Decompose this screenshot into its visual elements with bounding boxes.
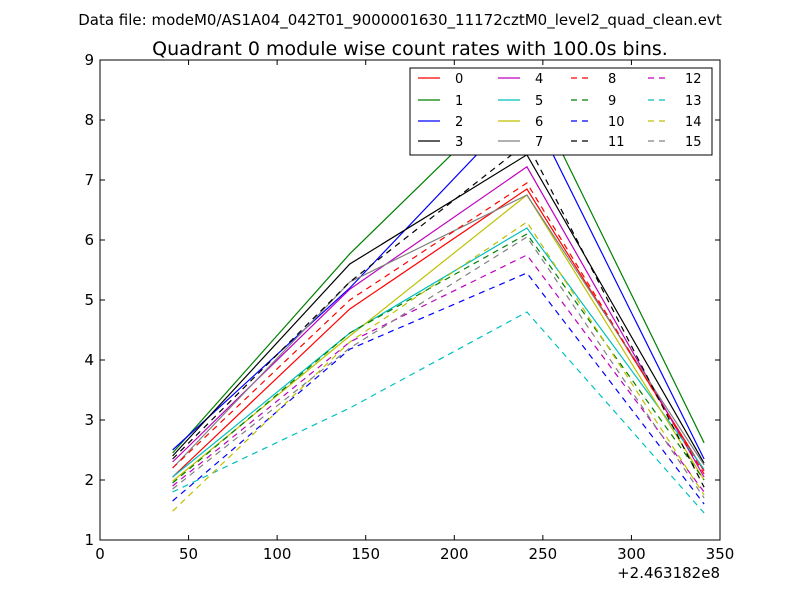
series-line-7	[172, 194, 705, 469]
legend-label-1: 1	[455, 94, 463, 109]
legend-label-0: 0	[455, 72, 463, 87]
legend-label-8: 8	[608, 72, 616, 87]
legend-label-11: 11	[608, 135, 625, 150]
legend-label-13: 13	[685, 94, 702, 109]
series-layer	[172, 79, 705, 514]
series-line-14	[172, 221, 705, 512]
legend-label-14: 14	[685, 115, 702, 130]
x-tick-label: 350	[706, 545, 735, 563]
series-line-15	[172, 236, 705, 499]
legend-label-4: 4	[535, 72, 543, 87]
series-line-5	[172, 227, 705, 478]
legend-label-15: 15	[685, 135, 702, 150]
series-line-3	[172, 153, 705, 464]
legend-label-9: 9	[608, 94, 616, 109]
legend-label-2: 2	[455, 115, 463, 130]
x-tick-label: 150	[351, 545, 380, 563]
x-tick-label: 300	[617, 545, 646, 563]
x-offset-label: +2.463182e8	[617, 564, 720, 582]
y-tick-label: 1	[84, 531, 94, 549]
y-tick-label: 5	[84, 291, 94, 309]
legend-label-7: 7	[535, 135, 543, 150]
y-tick-label: 8	[84, 111, 94, 129]
y-tick-label: 4	[84, 351, 94, 369]
series-line-2	[172, 100, 705, 460]
series-line-11	[172, 141, 705, 488]
legend-label-6: 6	[535, 115, 543, 130]
x-tick-label: 50	[179, 545, 198, 563]
y-tick-label: 9	[84, 51, 94, 69]
suptitle: Data file: modeM0/AS1A04_042T01_90000016…	[78, 11, 722, 30]
x-tick-label: 100	[263, 545, 292, 563]
chart-title: Quadrant 0 module wise count rates with …	[152, 38, 668, 60]
legend-label-12: 12	[685, 72, 702, 87]
series-line-1	[172, 79, 705, 454]
series-line-13	[172, 311, 705, 514]
x-tick-label: 0	[95, 545, 105, 563]
legend-label-10: 10	[608, 115, 625, 130]
x-tick-label: 250	[529, 545, 558, 563]
y-tick-label: 7	[84, 171, 94, 189]
series-line-12	[172, 254, 705, 493]
y-tick-label: 3	[84, 411, 94, 429]
legend-label-5: 5	[535, 94, 543, 109]
series-line-9	[172, 233, 705, 484]
legend-label-3: 3	[455, 135, 463, 150]
x-tick-label: 200	[440, 545, 469, 563]
series-line-8	[172, 182, 705, 475]
y-tick-label: 6	[84, 231, 94, 249]
y-tick-label: 2	[84, 471, 94, 489]
